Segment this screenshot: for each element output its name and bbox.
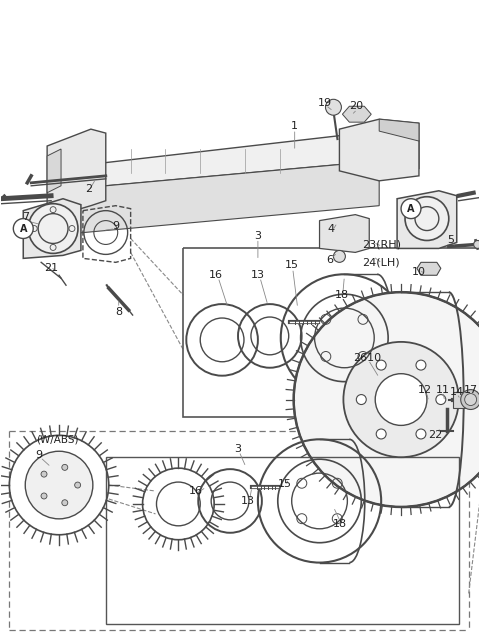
Bar [183, 249, 480, 417]
Polygon shape [23, 199, 81, 258]
Text: 15: 15 [285, 260, 299, 270]
Text: 13: 13 [241, 496, 255, 506]
Circle shape [376, 429, 386, 439]
Circle shape [416, 360, 426, 370]
Circle shape [41, 493, 47, 499]
Polygon shape [320, 214, 369, 252]
Circle shape [325, 99, 341, 115]
Text: 14: 14 [450, 386, 464, 397]
Circle shape [436, 395, 446, 404]
Text: A: A [20, 223, 27, 234]
Polygon shape [342, 106, 371, 122]
Polygon shape [379, 119, 419, 141]
Text: 18: 18 [332, 519, 347, 529]
Polygon shape [463, 392, 480, 408]
Text: 8: 8 [115, 307, 122, 317]
Text: 10: 10 [412, 267, 426, 278]
Circle shape [405, 196, 449, 240]
Circle shape [401, 199, 421, 218]
Circle shape [474, 240, 480, 249]
Circle shape [416, 429, 426, 439]
Polygon shape [397, 191, 457, 249]
Circle shape [334, 251, 346, 262]
Text: 11: 11 [436, 384, 450, 395]
Text: 24(LH): 24(LH) [362, 258, 400, 267]
Polygon shape [51, 161, 379, 236]
Circle shape [343, 342, 459, 457]
Circle shape [375, 374, 427, 426]
Text: 18: 18 [335, 290, 348, 300]
Text: 16: 16 [209, 270, 223, 280]
Circle shape [294, 292, 480, 507]
Text: 23(RH): 23(RH) [361, 240, 401, 249]
Polygon shape [339, 119, 419, 181]
Text: (W/ABS): (W/ABS) [36, 434, 79, 444]
Text: 21: 21 [44, 263, 58, 273]
Text: 3: 3 [235, 444, 241, 454]
Circle shape [465, 393, 477, 406]
Bar [106, 457, 459, 624]
Polygon shape [51, 131, 419, 191]
Text: 5: 5 [447, 236, 454, 245]
Text: 22: 22 [428, 430, 442, 440]
Circle shape [41, 471, 47, 477]
Text: 12: 12 [418, 384, 432, 395]
Text: 2: 2 [85, 184, 93, 194]
Bar [453, 392, 465, 408]
Circle shape [356, 395, 366, 404]
Text: 9: 9 [112, 220, 120, 231]
Circle shape [13, 218, 33, 238]
Text: 3: 3 [254, 231, 262, 240]
Circle shape [28, 204, 78, 253]
Text: 16: 16 [189, 486, 203, 496]
Text: 1: 1 [291, 121, 298, 131]
Text: 2610: 2610 [353, 353, 381, 363]
Text: 19: 19 [317, 99, 332, 108]
Text: 13: 13 [251, 270, 265, 280]
Text: 9: 9 [36, 450, 43, 460]
Polygon shape [47, 129, 106, 218]
Polygon shape [47, 149, 61, 193]
Circle shape [376, 360, 386, 370]
Text: 17: 17 [464, 384, 478, 395]
Circle shape [25, 451, 93, 519]
Text: 20: 20 [349, 101, 363, 111]
Text: 15: 15 [278, 479, 292, 489]
Circle shape [62, 500, 68, 506]
Text: A: A [407, 204, 415, 214]
Text: 4: 4 [328, 223, 335, 234]
Circle shape [75, 482, 81, 488]
Circle shape [62, 464, 68, 470]
Circle shape [461, 390, 480, 410]
Polygon shape [417, 262, 441, 275]
Text: 7: 7 [22, 212, 29, 222]
Text: 6: 6 [326, 256, 333, 265]
